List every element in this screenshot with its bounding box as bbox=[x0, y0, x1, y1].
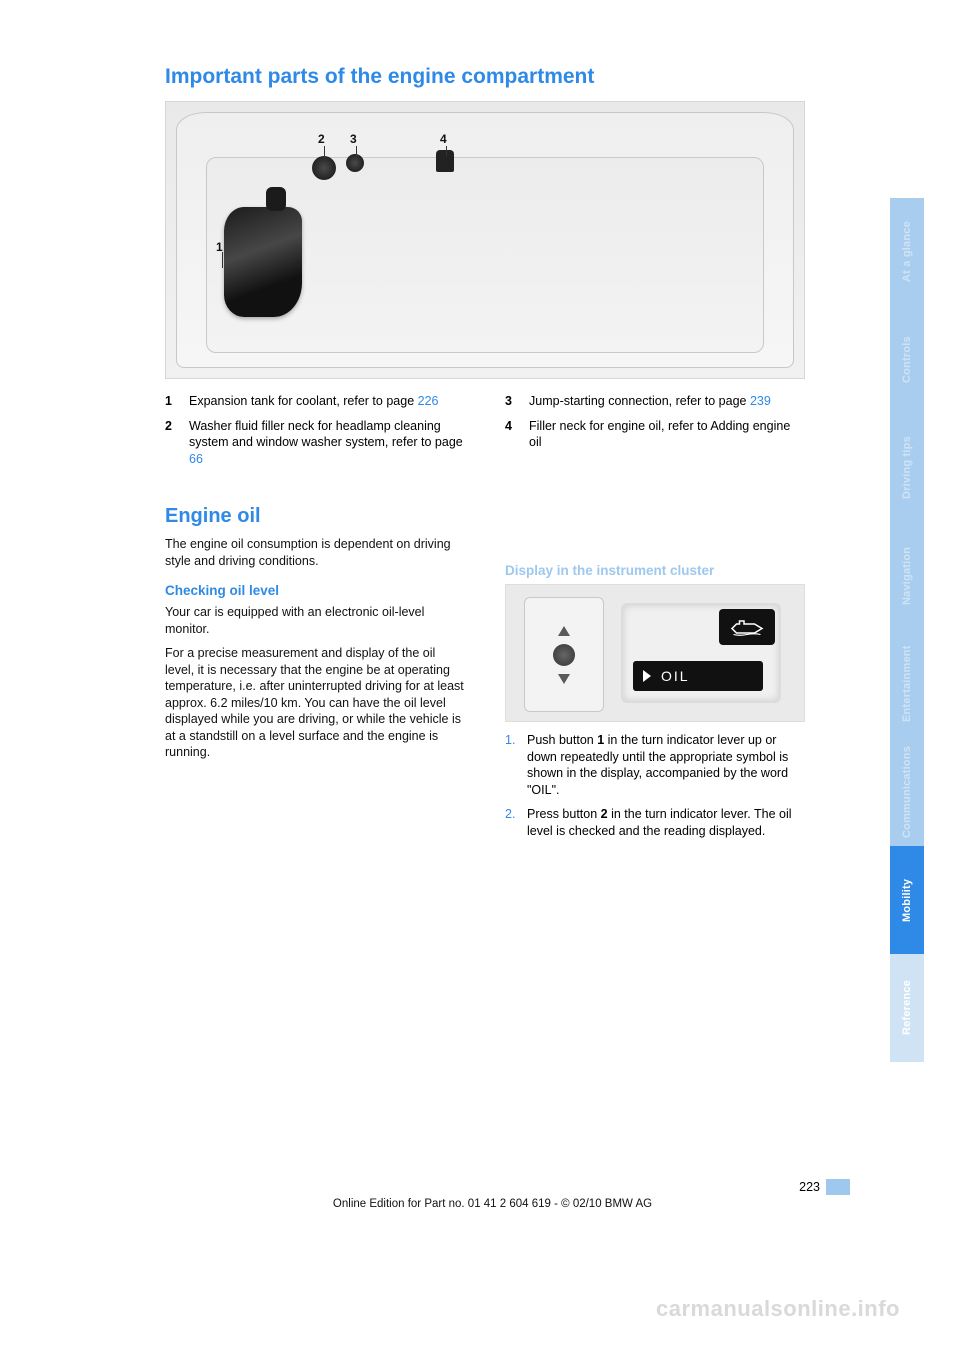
oil-intro: The engine oil consumption is dependent … bbox=[165, 536, 465, 569]
heading-checking-oil: Checking oil level bbox=[165, 583, 465, 598]
col-right: Display in the instrument cluster bbox=[505, 505, 805, 847]
tab-label: Driving tips bbox=[901, 437, 913, 500]
page-link-66[interactable]: 66 bbox=[189, 452, 203, 466]
arrow-up-icon bbox=[558, 626, 570, 636]
page-number-bar bbox=[826, 1179, 850, 1195]
step-1: Push button 1 in the turn indicator leve… bbox=[505, 732, 805, 798]
callout-3: 3 bbox=[350, 132, 357, 146]
figure-engine-compartment: 1 2 3 4 bbox=[165, 101, 805, 379]
tab-label: Reference bbox=[901, 981, 913, 1036]
tab-navigation[interactable]: Navigation bbox=[890, 522, 924, 630]
callout-4: 4 bbox=[440, 132, 447, 146]
page-link-226[interactable]: 226 bbox=[418, 394, 439, 408]
tab-entertainment[interactable]: Entertainment bbox=[890, 630, 924, 738]
heading-engine-compartment: Important parts of the engine compartmen… bbox=[165, 65, 870, 89]
legend-item-2: 2 Washer fluid filler neck for headlamp … bbox=[165, 418, 465, 468]
page-link-239[interactable]: 239 bbox=[750, 394, 771, 408]
legend-text: Washer fluid filler neck for headlamp cl… bbox=[189, 418, 465, 468]
oil-can-icon bbox=[719, 609, 775, 645]
legend-num: 4 bbox=[505, 418, 519, 451]
page-footer: 223 Online Edition for Part no. 01 41 2 … bbox=[165, 1184, 820, 1210]
edition-line: Online Edition for Part no. 01 41 2 604 … bbox=[165, 1198, 820, 1210]
figure-instrument-cluster: OIL bbox=[505, 584, 805, 722]
legend-item-4: 4 Filler neck for engine oil, refer to A… bbox=[505, 418, 805, 451]
legend-text: Expansion tank for coolant, refer to pag… bbox=[189, 393, 465, 410]
arrow-down-icon bbox=[558, 674, 570, 684]
side-tabs: At a glance Controls Driving tips Naviga… bbox=[890, 198, 924, 1062]
steps-list: Push button 1 in the turn indicator leve… bbox=[505, 732, 805, 839]
tab-reference[interactable]: Reference bbox=[890, 954, 924, 1062]
legend-item-3: 3 Jump-starting connection, refer to pag… bbox=[505, 393, 805, 410]
cluster-screen: OIL bbox=[621, 603, 781, 703]
heading-display-cluster: Display in the instrument cluster bbox=[505, 563, 805, 578]
tab-controls[interactable]: Controls bbox=[890, 306, 924, 414]
checking-p1: Your car is equipped with an electronic … bbox=[165, 604, 465, 637]
page-number: 223 bbox=[799, 1180, 820, 1194]
tab-label: Communications bbox=[901, 746, 913, 838]
callout-1: 1 bbox=[216, 240, 223, 254]
step-2: Press button 2 in the turn indicator lev… bbox=[505, 806, 805, 839]
legend-text: Filler neck for engine oil, refer to Add… bbox=[529, 418, 805, 451]
tab-communications[interactable]: Communications bbox=[890, 738, 924, 846]
cluster-lever-panel bbox=[524, 597, 604, 712]
legend-num: 1 bbox=[165, 393, 179, 410]
col-left: Engine oil The engine oil consumption is… bbox=[165, 505, 465, 769]
lever-knob-icon bbox=[553, 644, 575, 666]
watermark: carmanualsonline.info bbox=[656, 1296, 900, 1322]
legend-num: 3 bbox=[505, 393, 519, 410]
engine-legend: 1 Expansion tank for coolant, refer to p… bbox=[165, 393, 805, 475]
cluster-oil-label: OIL bbox=[633, 661, 763, 691]
legend-item-1: 1 Expansion tank for coolant, refer to p… bbox=[165, 393, 465, 410]
legend-num: 2 bbox=[165, 418, 179, 468]
tab-mobility[interactable]: Mobility bbox=[890, 846, 924, 954]
tab-label: Mobility bbox=[901, 878, 913, 921]
tab-label: Navigation bbox=[901, 547, 913, 605]
tab-label: Entertainment bbox=[901, 646, 913, 723]
heading-engine-oil: Engine oil bbox=[165, 505, 465, 528]
checking-p2: For a precise measurement and display of… bbox=[165, 645, 465, 761]
tab-at-a-glance[interactable]: At a glance bbox=[890, 198, 924, 306]
tab-label: At a glance bbox=[901, 222, 913, 283]
page-content: Important parts of the engine compartmen… bbox=[0, 0, 870, 1330]
callout-2: 2 bbox=[318, 132, 325, 146]
tab-driving-tips[interactable]: Driving tips bbox=[890, 414, 924, 522]
tab-label: Controls bbox=[901, 337, 913, 384]
legend-text: Jump-starting connection, refer to page … bbox=[529, 393, 805, 410]
lower-columns: Engine oil The engine oil consumption is… bbox=[165, 505, 805, 847]
